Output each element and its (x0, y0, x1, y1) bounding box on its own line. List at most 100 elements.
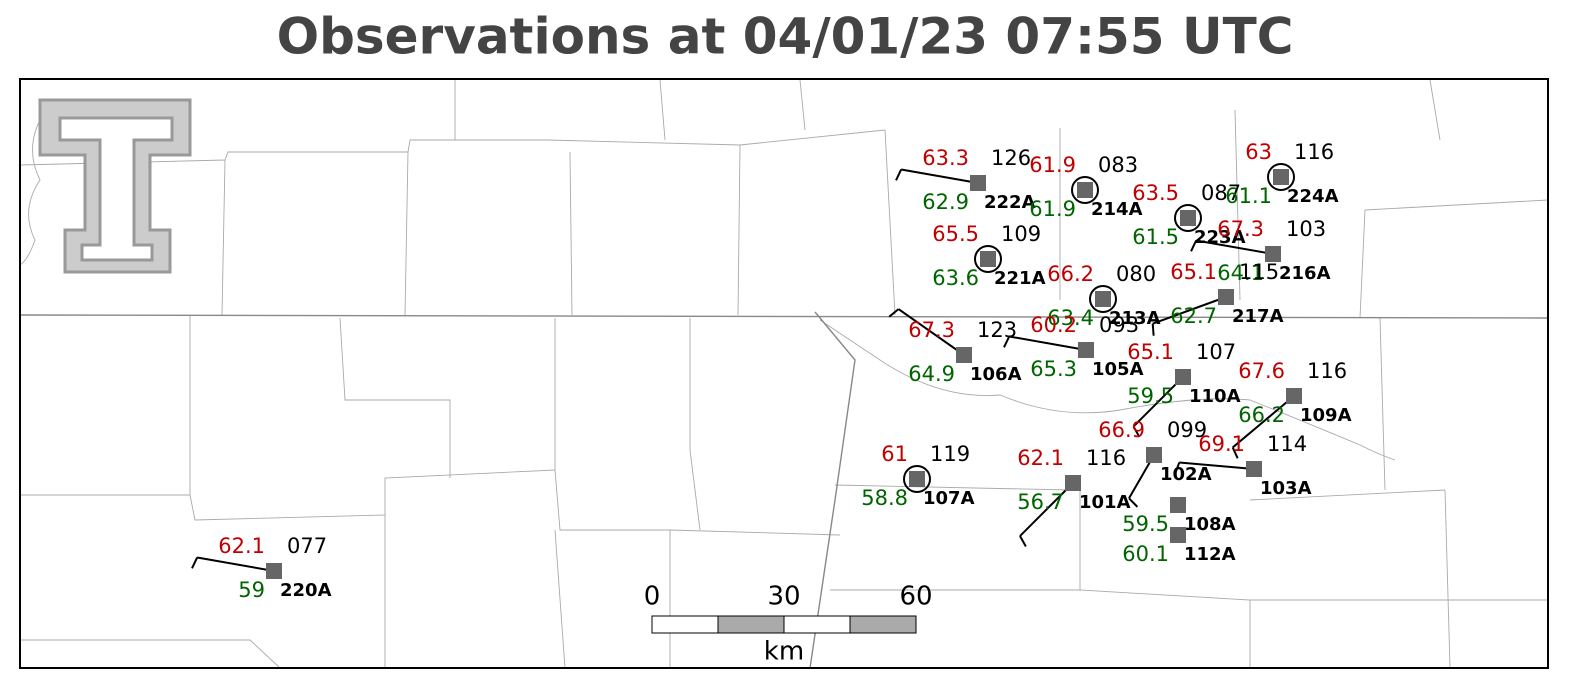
pressure: 103 (1286, 217, 1326, 241)
wind-barb (901, 168, 979, 184)
station-marker (1078, 342, 1094, 358)
scale-label: 30 (767, 582, 800, 612)
station-marker (1273, 169, 1289, 185)
station-id: 109A (1300, 405, 1352, 426)
station-id: 214A (1091, 199, 1143, 220)
pressure: 109 (1001, 222, 1041, 246)
station-marker (956, 347, 972, 363)
temperature: 67.3 (1217, 217, 1264, 241)
dewpoint: 65.3 (1030, 357, 1077, 381)
station-marker (1170, 527, 1186, 543)
scale-segment (783, 615, 851, 634)
station-marker (980, 251, 996, 267)
wind-barb (1232, 395, 1295, 449)
wind-barb (1132, 376, 1184, 428)
wind-barb-flag (1128, 497, 1139, 508)
wind-barb-flag (1190, 240, 1198, 252)
station-marker (1265, 246, 1281, 262)
temperature: 65.1 (1170, 260, 1217, 284)
station-id: 221A (994, 268, 1046, 289)
pressure: 116 (1307, 359, 1347, 383)
temperature: 61 (881, 442, 908, 466)
logo (38, 98, 192, 274)
station-id: 222A (984, 192, 1036, 213)
station-marker (1175, 369, 1191, 385)
station-id: 103A (1260, 478, 1312, 499)
dewpoint: 63.4 (1047, 306, 1094, 330)
scale-segment (651, 615, 719, 634)
pressure: 116 (1294, 140, 1334, 164)
wind-barb (197, 556, 275, 572)
station-marker (1286, 388, 1302, 404)
temperature: 60.2 (1030, 313, 1077, 337)
wind-barb (1009, 335, 1087, 351)
temperature: 63 (1245, 140, 1272, 164)
wind-barb-flag (1174, 462, 1181, 475)
station-circle (1089, 285, 1117, 313)
temperature: 69.1 (1198, 432, 1245, 456)
station-marker (1246, 461, 1262, 477)
scale-segment (717, 615, 785, 634)
wind-barb (1019, 482, 1074, 537)
dewpoint: 61.5 (1132, 225, 1179, 249)
station-id: 217A (1232, 306, 1284, 327)
wind-barb (1152, 296, 1227, 325)
wind-barb (897, 308, 965, 356)
station-marker (1180, 210, 1196, 226)
pressure: 093 (1099, 313, 1139, 337)
wind-barb (1179, 461, 1255, 470)
dewpoint: 60.1 (1122, 542, 1169, 566)
station-id: 106A (970, 364, 1022, 385)
station-id: 101A (1079, 492, 1131, 513)
station-circle (1174, 204, 1202, 232)
wind-barb-flag (1231, 447, 1239, 459)
pressure: 083 (1098, 153, 1138, 177)
pressure: 116 (1086, 446, 1126, 470)
map-frame (19, 78, 1549, 669)
station-id: 216A (1279, 263, 1331, 284)
wind-barb-flag (1151, 323, 1155, 336)
pressure: 115 (1239, 260, 1279, 284)
station-id: 213A (1109, 308, 1161, 329)
station-marker (1065, 475, 1081, 491)
temperature: 67.6 (1238, 359, 1285, 383)
scale-segment (849, 615, 917, 634)
temperature: 65.1 (1127, 340, 1174, 364)
pressure: 123 (977, 318, 1017, 342)
dewpoint: 58.8 (861, 486, 908, 510)
dewpoint: 63.6 (932, 266, 979, 290)
temperature: 61.9 (1029, 153, 1076, 177)
station-marker (909, 471, 925, 487)
pressure: 087 (1201, 181, 1241, 205)
title: Observations at 04/01/23 07:55 UTC (277, 8, 1294, 66)
station-marker (1170, 497, 1186, 513)
scale-label: 0 (644, 582, 661, 612)
station-circle (1071, 176, 1099, 204)
dewpoint: 59 (238, 578, 265, 602)
dewpoint: 59.5 (1122, 512, 1169, 536)
dewpoint: 61.9 (1029, 197, 1076, 221)
pressure: 126 (991, 146, 1031, 170)
station-id: 102A (1160, 464, 1212, 485)
dewpoint: 56.7 (1017, 490, 1064, 514)
pressure: 114 (1267, 432, 1307, 456)
station-id: 108A (1184, 514, 1236, 535)
dewpoint: 62.9 (922, 190, 969, 214)
dewpoint: 64.9 (908, 362, 955, 386)
temperature: 63.5 (1132, 181, 1179, 205)
dewpoint: 64.1 (1217, 261, 1264, 285)
station-id: 110A (1189, 386, 1241, 407)
temperature: 62.1 (218, 534, 265, 558)
station-marker (1095, 291, 1111, 307)
station-id: 107A (923, 488, 975, 509)
temperature: 63.3 (922, 146, 969, 170)
wind-barb-flag (191, 557, 199, 569)
temperature: 65.5 (932, 222, 979, 246)
station-circle (1267, 163, 1295, 191)
station-marker (1077, 182, 1093, 198)
station-id: 105A (1092, 359, 1144, 380)
dewpoint: 59.5 (1127, 384, 1174, 408)
station-id: 224A (1287, 186, 1339, 207)
station-id: 112A (1184, 544, 1236, 565)
